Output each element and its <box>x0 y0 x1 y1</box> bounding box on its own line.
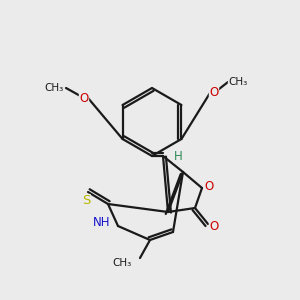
Text: O: O <box>209 86 219 100</box>
Text: CH₃: CH₃ <box>228 77 248 87</box>
Text: H: H <box>174 149 182 163</box>
Text: O: O <box>204 181 214 194</box>
Text: CH₃: CH₃ <box>113 258 132 268</box>
Text: CH₃: CH₃ <box>44 83 64 93</box>
Text: S: S <box>82 194 90 208</box>
Text: NH: NH <box>92 217 110 230</box>
Text: O: O <box>209 220 219 232</box>
Text: O: O <box>80 92 88 104</box>
